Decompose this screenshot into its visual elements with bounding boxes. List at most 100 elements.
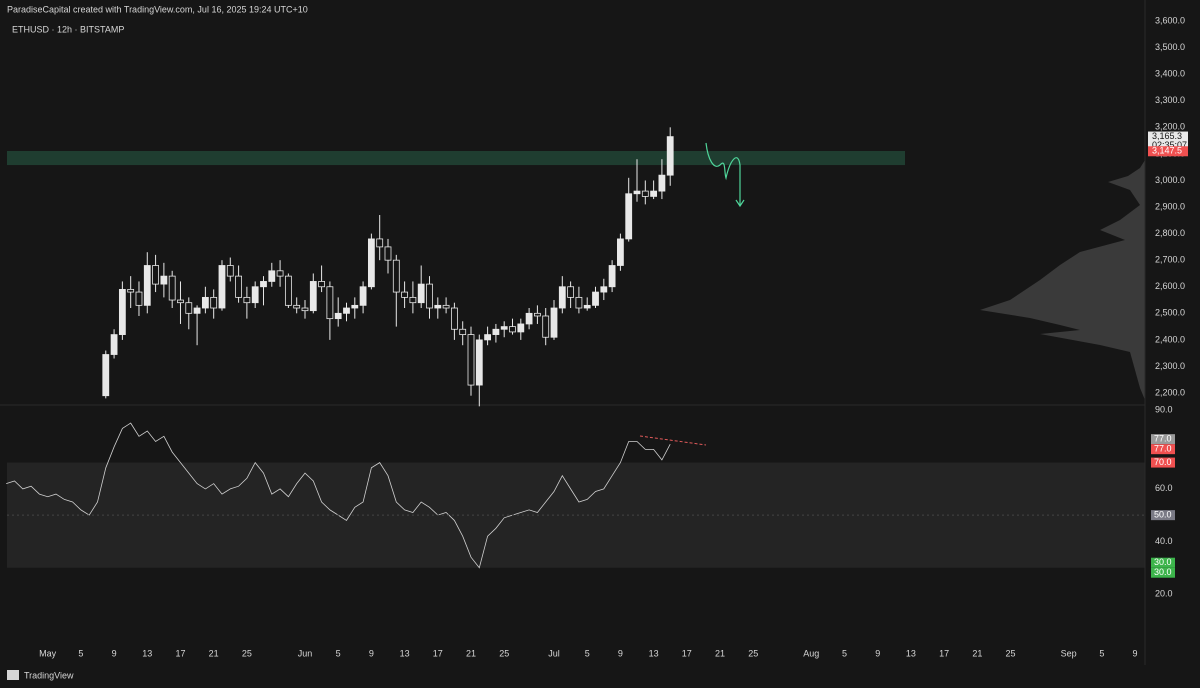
candle-body (185, 302, 193, 314)
candle-body (617, 238, 624, 266)
level-label: 3,147.5 (1152, 146, 1182, 156)
candle-body (426, 283, 433, 309)
x-tick-label: 9 (369, 648, 374, 658)
candle-body (417, 283, 425, 304)
x-tick-label: 25 (242, 648, 252, 658)
y-tick-label: 2,600.0 (1155, 281, 1185, 291)
candle-body (467, 334, 475, 386)
candle-body (318, 281, 325, 288)
rsi-badge (1151, 457, 1175, 468)
candle-body (118, 289, 126, 335)
y-tick-label: 2,300.0 (1155, 361, 1185, 371)
x-tick-label: 13 (142, 648, 152, 658)
x-tick-label: 5 (78, 648, 83, 658)
candle-body (152, 265, 159, 285)
brand-logo (7, 670, 19, 680)
candle-body (268, 270, 276, 282)
rsi-badge (1151, 510, 1175, 521)
rsi-band (7, 462, 1145, 568)
x-tick-label: 9 (1133, 648, 1138, 658)
projection-arrow (705, 142, 745, 208)
candle-body (392, 259, 400, 293)
y-tick-label: 90.0 (1155, 404, 1173, 414)
y-tick-label: 3,500.0 (1155, 42, 1185, 52)
candle-body (550, 307, 558, 338)
candle-body (583, 304, 591, 309)
candle-body (650, 190, 658, 197)
candle-body (641, 190, 649, 197)
y-tick-label: 20.0 (1155, 588, 1173, 598)
x-tick-label: 9 (875, 648, 880, 658)
x-tick-label: 21 (466, 648, 476, 658)
last-price: 3,165.3 (1152, 131, 1182, 141)
candle-body (260, 281, 267, 288)
candle-body (102, 354, 110, 397)
y-tick-label: 2,200.0 (1155, 387, 1185, 397)
x-tick-label: 13 (649, 648, 659, 658)
y-tick-label: 2,500.0 (1155, 308, 1185, 318)
y-tick-label: 40.0 (1155, 536, 1173, 546)
candle-body (251, 286, 259, 304)
y-tick-label: 3,400.0 (1155, 69, 1185, 79)
x-tick-label: 25 (1006, 648, 1016, 658)
candle-body (177, 299, 184, 304)
rsi-badge-label: 77.0 (1154, 444, 1172, 454)
candle-body (160, 275, 168, 285)
candle-body (475, 339, 483, 386)
symbol-title: ETHUSD · 12h · BITSTAMP (12, 24, 124, 34)
x-tick-label: Jun (298, 648, 313, 658)
x-tick-label: 25 (748, 648, 758, 658)
rsi-badge (1151, 557, 1175, 568)
rsi-badge-label: 50.0 (1154, 510, 1172, 520)
candle-body (127, 289, 135, 293)
rsi-badge-label: 30.0 (1154, 567, 1172, 577)
candle-body (243, 296, 251, 304)
x-tick-label: May (39, 648, 57, 658)
x-tick-label: 5 (336, 648, 341, 658)
candle-body (193, 307, 201, 314)
candle-body (201, 296, 209, 309)
rsi-badge-label: 70.0 (1154, 457, 1172, 467)
candle-body (409, 296, 417, 304)
candle-body (658, 174, 666, 192)
candle-body (135, 291, 143, 306)
x-tick-label: 9 (618, 648, 623, 658)
credit: ParadiseCapital created with TradingView… (7, 4, 308, 14)
x-tick-label: 17 (433, 648, 443, 658)
candle-body (235, 275, 242, 298)
y-tick-label: 2,800.0 (1155, 228, 1185, 238)
candle-body (367, 238, 375, 288)
candle-body (442, 304, 450, 309)
candle-body (276, 270, 284, 277)
rsi-badge (1151, 567, 1175, 578)
candle-body (110, 334, 118, 355)
y-tick-label: 3,300.0 (1155, 95, 1185, 105)
candle-body (509, 326, 516, 333)
candle-body (517, 323, 525, 333)
candle-body (301, 307, 309, 312)
x-tick-label: 9 (112, 648, 117, 658)
candle-body (633, 190, 641, 195)
rsi-badge-label: 30.0 (1154, 557, 1172, 567)
candle-body (666, 136, 674, 176)
volume-profile (980, 160, 1145, 400)
x-tick-label: 5 (1099, 648, 1104, 658)
candle-body (334, 312, 342, 320)
candle-body (210, 296, 218, 309)
candle-body (525, 312, 533, 325)
x-tick-label: 21 (209, 648, 219, 658)
candle-body (542, 315, 550, 338)
x-tick-label: Aug (803, 648, 819, 658)
candle-body (384, 246, 392, 261)
last-price-badge (1148, 131, 1188, 151)
rsi-badge (1151, 434, 1175, 445)
y-tick-label: 3,600.0 (1155, 15, 1185, 25)
y-tick-label: 3,200.0 (1155, 122, 1185, 132)
candle-body (484, 334, 491, 341)
x-tick-label: 5 (585, 648, 590, 658)
candle-body (534, 312, 541, 317)
zone (7, 150, 905, 166)
candle-body (343, 307, 350, 314)
countdown: 02:35:07 (1152, 140, 1187, 150)
candle-body (376, 238, 384, 248)
